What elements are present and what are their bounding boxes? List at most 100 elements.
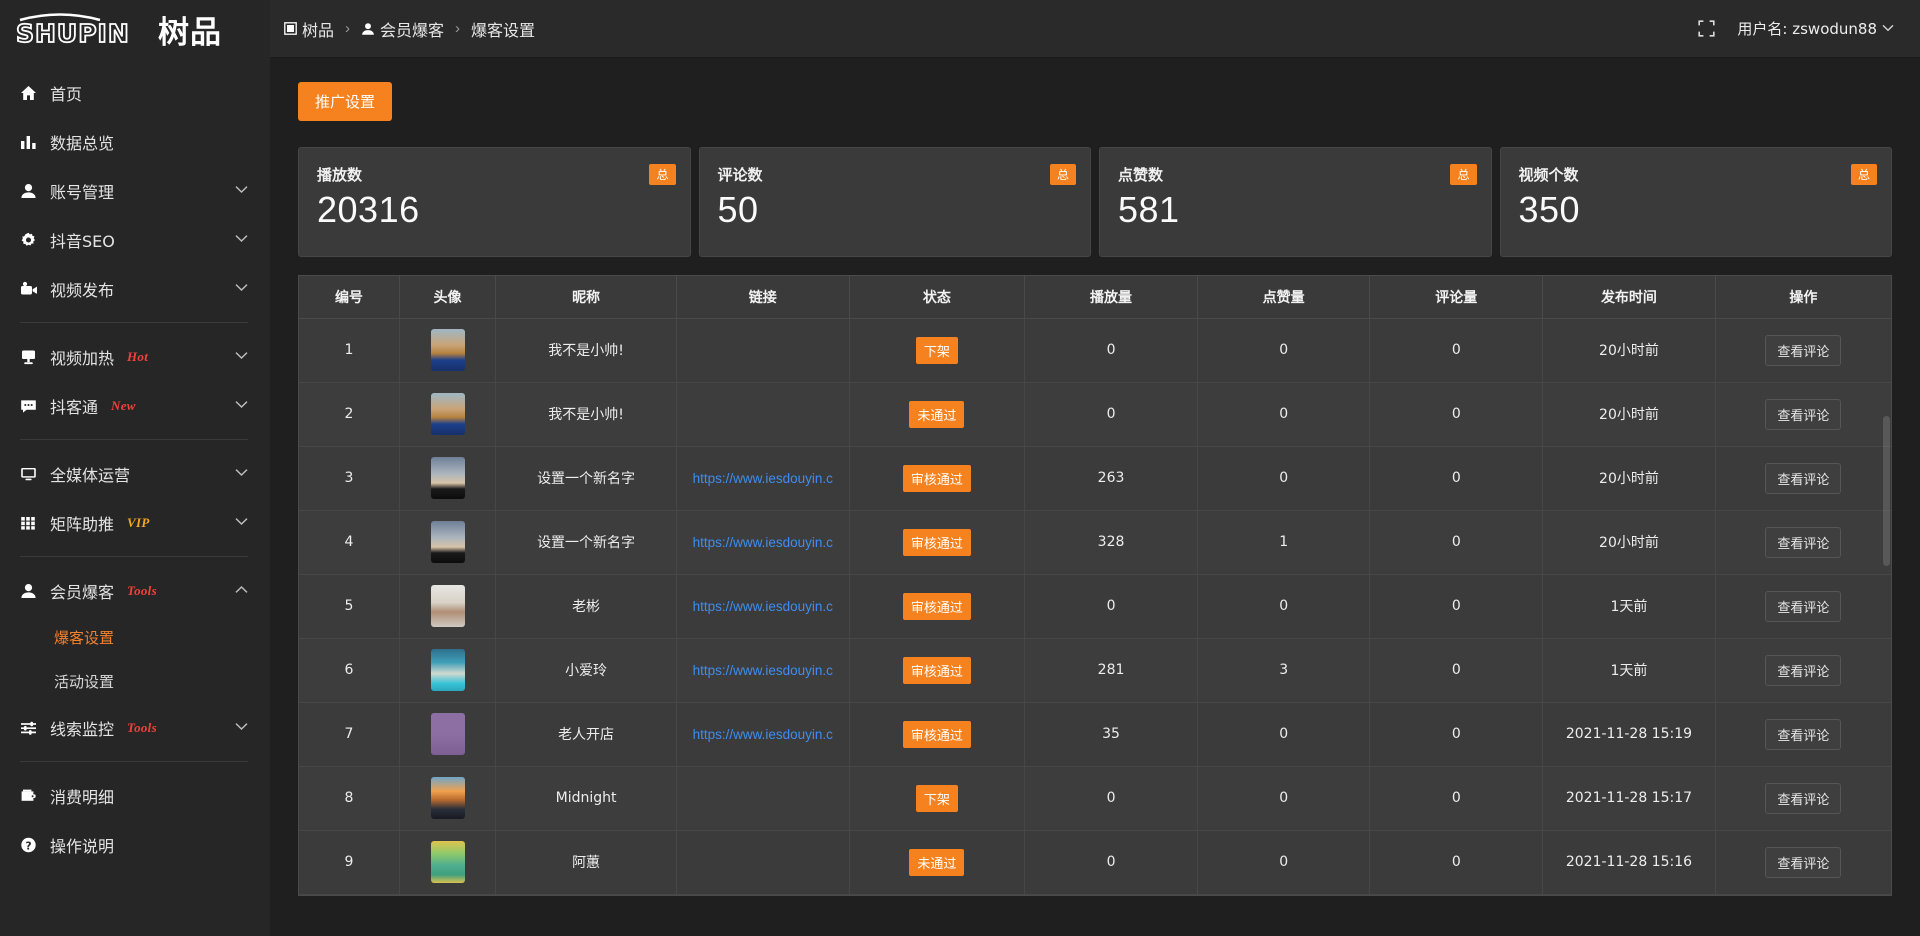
stat-cards: 播放数 总 20316 评论数 总 50 点赞数 总 581 视频个数 总 [298,147,1892,257]
breadcrumb-item-member-baoke[interactable]: 会员爆客 [361,17,444,41]
view-comments-button[interactable]: 查看评论 [1765,718,1842,750]
cell-action[interactable]: 查看评论 [1715,702,1891,767]
brand-logo[interactable]: SHUPIN 树品 [0,0,270,58]
view-comments-button[interactable]: 查看评论 [1765,654,1842,686]
sidebar-item-member-baoke[interactable]: 会员爆客 Tools [0,566,270,615]
cell-action[interactable]: 查看评论 [1715,574,1891,639]
cell-action[interactable]: 查看评论 [1715,766,1891,831]
row-likes: 0 [1279,406,1289,422]
row-likes: 0 [1279,790,1289,806]
svg-text:SHUPIN: SHUPIN [16,19,130,46]
sidebar: SHUPIN 树品 首页 数据总览 [0,0,270,936]
view-comments-button[interactable]: 查看评论 [1765,334,1842,366]
cell-action[interactable]: 查看评论 [1715,830,1891,895]
row-publish-time: 20小时前 [1599,343,1659,359]
table-scrollbar[interactable] [1883,416,1890,566]
cell-likes: 1 [1197,510,1371,575]
sidebar-item-home[interactable]: 首页 [0,68,270,117]
cell-nickname: 我不是小帅! [495,318,677,383]
main-area: 树品 › 会员爆客 › 爆客设置 [270,0,1920,936]
row-plays: 281 [1097,662,1125,678]
cell-time: 20小时前 [1542,382,1716,447]
cell-action[interactable]: 查看评论 [1715,638,1891,703]
sidebar-item-label: 首页 [50,84,83,104]
row-comments: 0 [1451,662,1461,678]
row-comments: 0 [1451,598,1461,614]
status-badge: 审核通过 [902,464,971,492]
video-link[interactable]: https://www.iesdouyin.c [692,534,833,550]
cell-status: 未通过 [849,382,1026,447]
cell-link[interactable]: https://www.iesdouyin.c [676,574,850,639]
video-link[interactable]: https://www.iesdouyin.c [692,598,833,614]
cell-comments: 0 [1369,446,1544,511]
cell-plays: 281 [1024,638,1198,703]
breadcrumb-item-root[interactable]: 树品 [284,17,334,41]
video-link[interactable]: https://www.iesdouyin.c [692,726,833,742]
sidebar-item-video-publish[interactable]: 视频发布 [0,264,270,313]
sidebar-item-tag: Tools [127,719,157,735]
chevron-down-icon [235,468,248,480]
chevron-down-icon [235,400,248,412]
cell-link[interactable]: https://www.iesdouyin.c [676,702,850,767]
view-comments-button[interactable]: 查看评论 [1765,846,1842,878]
sidebar-item-instructions[interactable]: ? 操作说明 [0,820,270,869]
sidebar-subitem-activity-settings[interactable]: 活动设置 [0,659,270,703]
cell-comments: 0 [1369,702,1544,767]
row-id: 1 [344,342,354,358]
user-label: 用户名: zswodun88 [1737,20,1877,38]
cell-action[interactable]: 查看评论 [1715,446,1891,511]
sidebar-item-label: 抖音SEO [50,231,115,251]
bar-chart-icon [20,133,42,151]
video-table: 编号 头像 昵称 链接 状态 播放量 点赞量 评论量 发布时间 操作 1 我不是小 [299,276,1891,895]
help-icon: ? [20,836,42,854]
svg-text:?: ? [25,840,31,852]
row-plays: 35 [1102,726,1120,742]
row-publish-time: 20小时前 [1599,407,1659,423]
sidebar-item-douketong[interactable]: 抖客通 New [0,381,270,430]
fullscreen-icon[interactable] [1698,20,1716,37]
cell-link[interactable]: https://www.iesdouyin.c [676,510,850,575]
cell-link [676,382,850,447]
cell-nickname: 我不是小帅! [495,382,677,447]
avatar [430,713,465,755]
user-menu[interactable]: 用户名: zswodun88 [1737,18,1894,39]
cell-action[interactable]: 查看评论 [1715,318,1891,383]
sidebar-item-data-overview[interactable]: 数据总览 [0,117,270,166]
stat-card-badge: 总 [649,164,676,185]
view-comments-button[interactable]: 查看评论 [1765,590,1842,622]
row-publish-time: 20小时前 [1599,471,1659,487]
row-nickname: 设置一个新名字 [537,471,636,487]
view-comments-button[interactable]: 查看评论 [1765,526,1842,558]
cell-link[interactable]: https://www.iesdouyin.c [676,638,850,703]
sidebar-item-video-boost[interactable]: 视频加热 Hot [0,332,270,381]
cell-likes: 0 [1197,446,1371,511]
sidebar-item-consumption[interactable]: 消费明细 [0,771,270,820]
sidebar-subitem-baoke-settings[interactable]: 爆客设置 [0,615,270,659]
sidebar-item-clue-monitor[interactable]: 线索监控 Tools [0,703,270,752]
row-likes: 0 [1279,726,1289,742]
cell-id: 5 [299,574,400,639]
sidebar-item-matrix-boost[interactable]: 矩阵助推 VIP [0,498,270,547]
sidebar-item-media-ops[interactable]: 全媒体运营 [0,449,270,498]
row-plays: 0 [1106,790,1116,806]
video-link[interactable]: https://www.iesdouyin.c [692,662,833,678]
cell-avatar [399,830,497,895]
promotion-settings-button[interactable]: 推广设置 [298,82,393,121]
cell-action[interactable]: 查看评论 [1715,510,1891,575]
cell-action[interactable]: 查看评论 [1715,382,1891,447]
cell-id: 8 [299,766,400,831]
cell-plays: 0 [1024,574,1198,639]
breadcrumb-separator: › [455,20,461,37]
cell-time: 2021-11-28 15:19 [1542,702,1716,767]
view-comments-button[interactable]: 查看评论 [1765,462,1842,494]
sidebar-item-douyin-seo[interactable]: 抖音SEO [0,215,270,264]
cell-link[interactable]: https://www.iesdouyin.c [676,446,850,511]
stat-card-value: 50 [717,189,759,230]
view-comments-button[interactable]: 查看评论 [1765,398,1842,430]
status-badge: 审核通过 [902,656,971,684]
view-comments-button[interactable]: 查看评论 [1765,782,1842,814]
cell-id: 3 [299,446,400,511]
video-link[interactable]: https://www.iesdouyin.c [692,470,833,486]
sidebar-item-account-manage[interactable]: 账号管理 [0,166,270,215]
